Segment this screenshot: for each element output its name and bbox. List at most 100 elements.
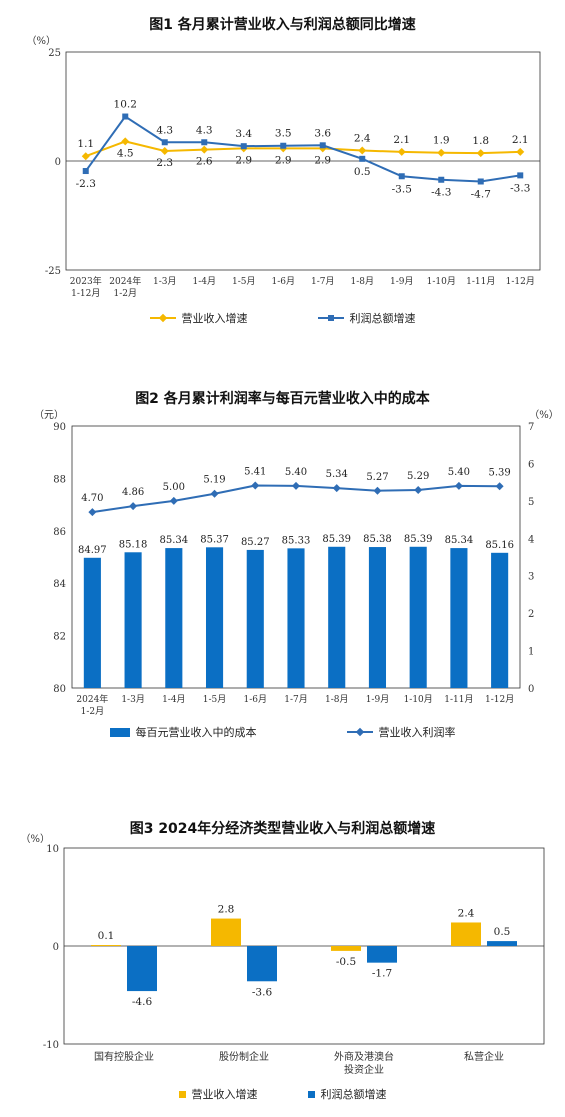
x-tick-label: 2024年 bbox=[109, 275, 141, 287]
x-tick-label: 外商及港澳台 bbox=[334, 1050, 394, 1063]
chart-3: 图3 2024年分经济类型营业收入与利润总额增速 （%） -10 0 10 国有控股企业… bbox=[0, 808, 565, 1117]
series-line-profit bbox=[84, 115, 521, 183]
y-right-tick-label: 6 bbox=[528, 459, 534, 470]
x-tick-label: 1-9月 bbox=[366, 694, 390, 705]
data-label-profit: 10.2 bbox=[114, 99, 137, 111]
data-label-revenue: 2.4 bbox=[458, 907, 475, 919]
data-label-margin: 4.86 bbox=[122, 487, 144, 498]
y-tick-label: -10 bbox=[43, 1040, 59, 1051]
series-line-revenue bbox=[85, 140, 521, 158]
x-tick-label: 1-7月 bbox=[311, 276, 335, 287]
data-label-cost: 85.33 bbox=[282, 535, 311, 546]
data-label-profit: 4.3 bbox=[156, 124, 173, 136]
data-label-cost: 85.16 bbox=[485, 540, 514, 551]
data-point-revenue bbox=[437, 148, 446, 157]
data-label-revenue: 2.8 bbox=[218, 904, 235, 916]
data-label-margin: 5.41 bbox=[244, 467, 266, 478]
data-label-profit: -4.6 bbox=[132, 996, 153, 1008]
x-tick-label: 1-7月 bbox=[284, 694, 308, 705]
x-tick-label: 1-6月 bbox=[244, 694, 268, 705]
x-tick-label: 1-8月 bbox=[325, 694, 349, 705]
y-right-tick-label: 2 bbox=[528, 609, 534, 620]
data-label-cost: 85.34 bbox=[445, 535, 474, 546]
data-label-revenue: 1.9 bbox=[433, 135, 450, 147]
bar-cost bbox=[491, 552, 509, 688]
data-point-margin bbox=[454, 481, 463, 490]
legend-item-profit-3: 利润总额增速 bbox=[307, 1086, 387, 1102]
data-label-profit: 3.4 bbox=[235, 128, 252, 140]
y-unit-label: （%） bbox=[20, 833, 50, 845]
y-right-unit-label: （%） bbox=[529, 409, 559, 421]
chart-1-title: 图1 各月累计营业收入与利润总额同比增速 bbox=[149, 17, 416, 33]
y-right-tick-label: 7 bbox=[528, 422, 534, 433]
data-label-revenue: 1.1 bbox=[77, 138, 94, 150]
x-tick-label: 国有控股企业 bbox=[94, 1050, 154, 1063]
x-tick-label: 1-10月 bbox=[404, 694, 433, 705]
bar-cost bbox=[246, 549, 264, 688]
data-label-profit: 0.5 bbox=[494, 926, 511, 938]
data-label-margin: 5.19 bbox=[203, 475, 225, 486]
data-label-margin: 5.39 bbox=[489, 467, 511, 478]
bar-revenue bbox=[91, 945, 121, 947]
data-label-profit: 0.5 bbox=[354, 166, 371, 178]
x-tick-label: 股份制企业 bbox=[219, 1050, 269, 1063]
bar-cost bbox=[368, 547, 387, 688]
x-tick-label: 1-12月 bbox=[71, 288, 100, 299]
y-left-tick-label: 90 bbox=[53, 422, 66, 433]
data-label-revenue: 2.1 bbox=[512, 134, 529, 146]
data-point-revenue bbox=[81, 152, 90, 161]
bar-cost bbox=[205, 547, 224, 688]
legend-swatch-profit bbox=[317, 315, 344, 321]
x-tick-label: 1-5月 bbox=[232, 276, 256, 287]
data-label-margin: 5.29 bbox=[407, 471, 429, 482]
legend-item-cost: 每百元营业收入中的成本 bbox=[109, 724, 257, 740]
data-label-profit: -2.3 bbox=[76, 178, 96, 190]
data-point-profit bbox=[477, 178, 484, 185]
bar-revenue bbox=[331, 946, 361, 951]
y-tick-label: 0 bbox=[55, 157, 61, 168]
x-tick-label: 2024年 bbox=[76, 693, 108, 705]
legend-swatch-cost bbox=[109, 727, 130, 737]
bar-cost bbox=[409, 546, 427, 688]
bar-cost bbox=[83, 557, 101, 688]
data-point-profit bbox=[82, 168, 89, 175]
legend-swatch-profit-3 bbox=[307, 1090, 315, 1098]
data-point-revenue bbox=[358, 146, 367, 155]
legend-swatch-margin bbox=[346, 727, 373, 737]
x-tick-label: 1-3月 bbox=[153, 276, 177, 287]
chart-2: 图2 各月累计利润率与每百元营业收入中的成本 （元） （%） 80 82 84 86 88 9… bbox=[0, 380, 565, 760]
bar-profit bbox=[487, 941, 517, 946]
bar-profit bbox=[127, 946, 157, 992]
data-label-cost: 85.39 bbox=[404, 534, 433, 545]
data-label-margin: 4.70 bbox=[81, 493, 103, 504]
data-label-cost: 85.34 bbox=[159, 535, 188, 546]
data-label-margin: 5.40 bbox=[448, 467, 470, 478]
data-point-margin bbox=[414, 486, 423, 495]
chart-2-legend: 每百元营业收入中的成本 营业收入利润率 bbox=[0, 724, 565, 740]
x-tick-label: 投资企业 bbox=[344, 1063, 384, 1076]
data-point-margin bbox=[495, 482, 504, 491]
y-tick-label: 10 bbox=[46, 844, 59, 855]
data-label-cost: 84.97 bbox=[78, 545, 107, 556]
data-point-margin bbox=[373, 486, 382, 495]
data-label-profit: 4.3 bbox=[196, 124, 213, 136]
data-label-revenue: 2.3 bbox=[156, 157, 173, 169]
bar-profit bbox=[367, 946, 397, 963]
data-label-revenue: 2.6 bbox=[196, 156, 213, 168]
x-tick-label: 1-4月 bbox=[162, 694, 186, 705]
data-label-cost: 85.18 bbox=[119, 539, 148, 550]
data-label-revenue: 2.9 bbox=[235, 154, 252, 166]
bar-cost bbox=[287, 548, 305, 688]
y-left-tick-label: 82 bbox=[53, 632, 66, 643]
data-label-profit: -3.5 bbox=[392, 183, 412, 195]
legend-item-margin: 营业收入利润率 bbox=[346, 724, 456, 740]
y-left-tick-label: 80 bbox=[53, 684, 66, 695]
data-point-profit bbox=[517, 172, 524, 179]
x-tick-label: 私营企业 bbox=[464, 1050, 504, 1063]
data-label-margin: 5.34 bbox=[326, 469, 348, 480]
x-tick-label: 1-3月 bbox=[121, 694, 145, 705]
data-label-revenue: 1.8 bbox=[472, 135, 489, 147]
chart-3-legend: 营业收入增速 利润总额增速 bbox=[0, 1086, 565, 1102]
data-label-profit: -3.3 bbox=[510, 182, 530, 194]
